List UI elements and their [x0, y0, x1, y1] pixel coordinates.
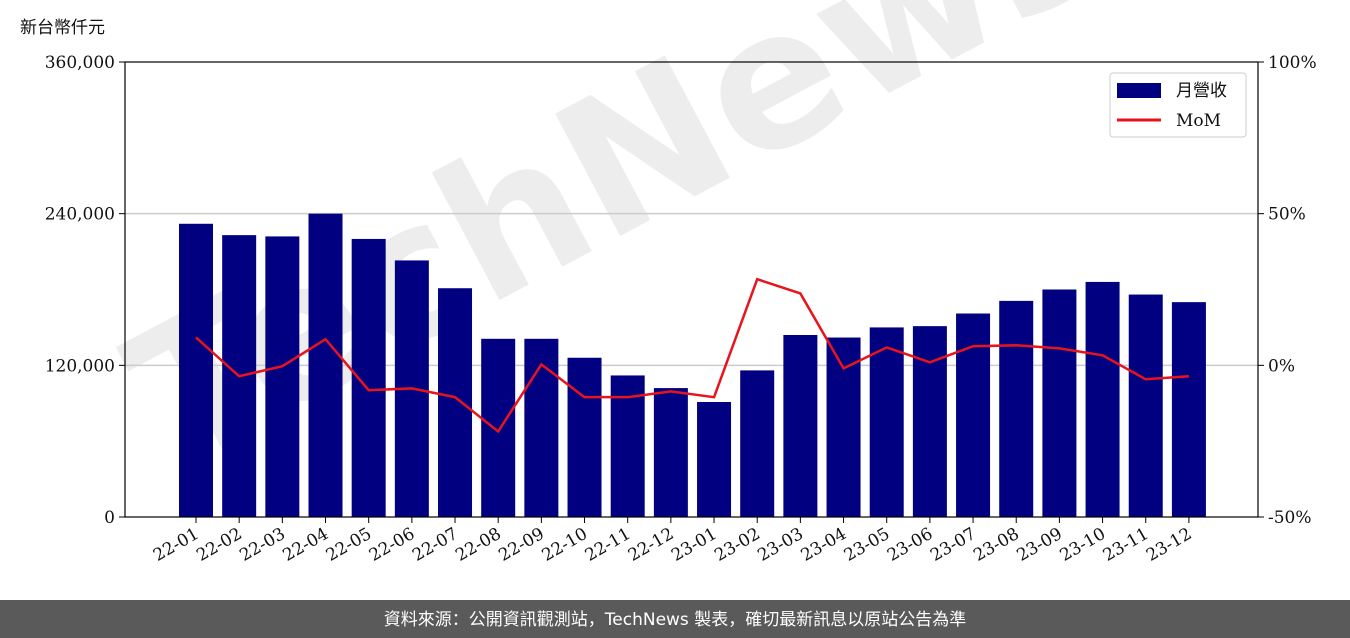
x-tick-label: 23-11 — [1100, 524, 1152, 566]
y2-tick-label: 100% — [1268, 53, 1317, 73]
x-tick-label: 22-09 — [495, 524, 547, 566]
bar — [956, 313, 991, 517]
x-tick-label: 22-10 — [539, 524, 591, 566]
bar — [1171, 302, 1206, 517]
bar — [826, 337, 861, 517]
bar — [524, 338, 559, 517]
bar — [265, 236, 300, 517]
x-tick-label: 23-06 — [884, 524, 936, 566]
x-tick-label: 22-11 — [582, 524, 634, 566]
bar — [740, 370, 775, 517]
bar — [912, 326, 947, 517]
x-tick-label: 22-05 — [323, 524, 375, 566]
x-tick-label: 23-08 — [970, 524, 1022, 566]
x-tick-label: 23-03 — [754, 524, 806, 566]
y2-tick-label: -50% — [1268, 508, 1312, 528]
x-tick-label: 22-06 — [366, 524, 418, 566]
bar — [1128, 294, 1163, 517]
y-axis-label: 新台幣仟元 — [20, 18, 105, 38]
x-tick-label: 22-04 — [280, 524, 332, 566]
x-tick-label: 22-12 — [625, 524, 677, 566]
x-tick-label: 23-05 — [841, 524, 893, 566]
x-tick-label: 22-03 — [236, 524, 288, 566]
y-tick-label: 0 — [104, 508, 115, 528]
bar — [783, 335, 818, 517]
x-tick-label: 23-01 — [668, 524, 720, 566]
line — [195, 277, 1189, 434]
x-tick-label: 23-07 — [927, 524, 979, 566]
y-tick-label: 120,000 — [45, 356, 115, 376]
x-tick-label: 23-09 — [1013, 524, 1065, 566]
y2-tick-label: 0% — [1268, 356, 1295, 376]
footer: 資料來源：公開資訊觀測站，TechNews 製表，確切最新訊息以原站公告為準 — [384, 610, 966, 630]
x-tick-label: 23-02 — [711, 524, 763, 566]
bar — [869, 327, 904, 517]
bar — [610, 375, 645, 517]
x-tick-label: 23-04 — [798, 524, 850, 566]
bar — [567, 357, 602, 517]
footer-bar — [0, 600, 1350, 638]
x-tick-label: 22-07 — [409, 524, 461, 566]
bar — [481, 338, 516, 517]
bar — [438, 288, 473, 517]
x-tick-label: 23-10 — [1057, 524, 1109, 566]
legend-label: MoM — [1176, 111, 1221, 131]
bar — [308, 213, 343, 517]
x-tick-label: 22-01 — [150, 524, 202, 566]
x-tick-label: 22-08 — [452, 524, 504, 566]
legend-swatch — [1117, 83, 1161, 98]
y-tick-label: 360,000 — [45, 53, 115, 73]
bar — [697, 401, 732, 517]
legend-label: 月營收 — [1176, 81, 1227, 101]
bar — [653, 388, 688, 517]
plot-frame — [124, 61, 1259, 518]
bar — [179, 223, 213, 517]
x-tick-label: 22-02 — [193, 524, 245, 566]
x-tick-label: 23-12 — [1143, 524, 1195, 566]
y2-tick-label: 50% — [1268, 205, 1306, 225]
y-tick-label: 240,000 — [45, 205, 115, 225]
bar — [1042, 289, 1077, 517]
bar — [999, 300, 1034, 517]
bar — [1085, 281, 1120, 517]
